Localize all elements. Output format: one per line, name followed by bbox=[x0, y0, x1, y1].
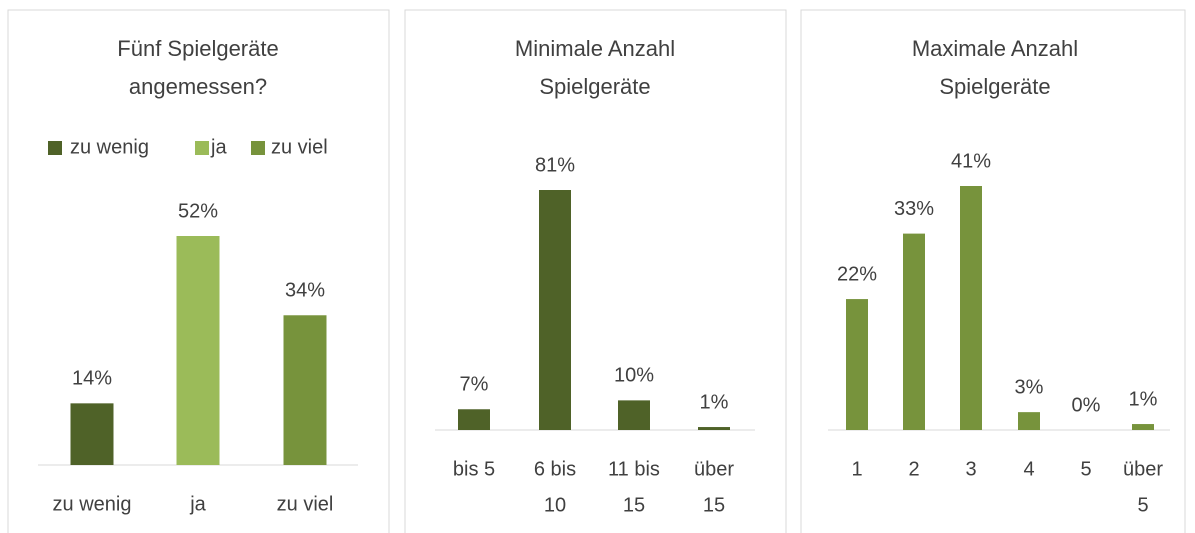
bar bbox=[618, 400, 650, 430]
bar bbox=[1132, 424, 1154, 430]
legend-swatch bbox=[195, 141, 209, 155]
legend-label: zu wenig bbox=[70, 136, 149, 158]
chart-title: Fünf Spielgeräte bbox=[117, 36, 278, 61]
x-tick-label: 11 bis bbox=[608, 458, 660, 480]
panel bbox=[404, 9, 787, 533]
chart-title: Spielgeräte bbox=[539, 74, 650, 99]
bar bbox=[539, 190, 571, 430]
data-label: 52% bbox=[178, 200, 218, 222]
data-label: 1% bbox=[700, 391, 729, 413]
data-label: 34% bbox=[285, 280, 325, 302]
data-label: 3% bbox=[1015, 376, 1044, 398]
x-tick-label: 15 bbox=[623, 494, 645, 516]
x-tick-label: bis 5 bbox=[453, 458, 495, 480]
bar bbox=[458, 409, 490, 430]
data-label: 81% bbox=[535, 154, 575, 176]
data-label: 7% bbox=[460, 374, 489, 396]
x-tick-label: über bbox=[1123, 458, 1163, 480]
x-tick-label: ja bbox=[189, 493, 206, 515]
data-label: 33% bbox=[894, 198, 934, 220]
data-label: 41% bbox=[951, 150, 991, 172]
x-tick-label: zu wenig bbox=[53, 493, 132, 515]
x-tick-label: 1 bbox=[851, 458, 862, 480]
bar bbox=[846, 299, 868, 430]
legend-swatch bbox=[251, 141, 265, 155]
legend-label: ja bbox=[210, 136, 227, 158]
x-tick-label: 3 bbox=[965, 458, 976, 480]
x-tick-label: 6 bis bbox=[534, 458, 576, 480]
panel bbox=[800, 9, 1186, 533]
bar bbox=[698, 427, 730, 430]
bar bbox=[176, 236, 220, 465]
chart-title: Maximale Anzahl bbox=[912, 36, 1078, 61]
legend-swatch bbox=[48, 141, 62, 155]
data-label: 10% bbox=[614, 365, 654, 387]
x-tick-label: über bbox=[694, 458, 734, 480]
bar bbox=[70, 403, 114, 465]
bar bbox=[960, 186, 982, 430]
data-label: 1% bbox=[1129, 388, 1158, 410]
data-label: 0% bbox=[1072, 394, 1101, 416]
x-tick-label: 5 bbox=[1080, 458, 1091, 480]
data-label: 22% bbox=[837, 263, 877, 285]
x-tick-label: 15 bbox=[703, 494, 725, 516]
chart-title: Minimale Anzahl bbox=[515, 36, 675, 61]
x-tick-label: 4 bbox=[1023, 458, 1034, 480]
bar bbox=[283, 315, 327, 465]
x-tick-label: 10 bbox=[544, 494, 566, 516]
bar bbox=[1018, 412, 1040, 430]
bar bbox=[903, 233, 925, 430]
data-label: 14% bbox=[72, 368, 112, 390]
x-tick-label: zu viel bbox=[277, 493, 334, 515]
x-tick-label: 2 bbox=[908, 458, 919, 480]
x-tick-label: 5 bbox=[1137, 494, 1148, 516]
legend-label: zu viel bbox=[271, 136, 328, 158]
chart-title: angemessen? bbox=[129, 74, 267, 99]
chart-title: Spielgeräte bbox=[939, 74, 1050, 99]
